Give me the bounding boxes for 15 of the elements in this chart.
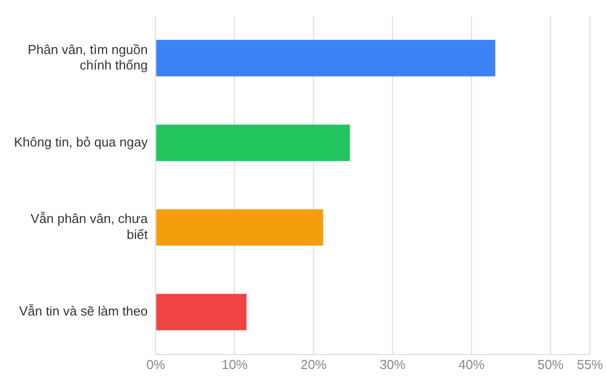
x-tick-label: 10%	[222, 356, 248, 372]
x-tick-label: 55%	[576, 356, 604, 372]
x-tick-label: 40%	[458, 356, 485, 372]
x-tick-label: 0%	[146, 356, 166, 372]
x-tick-label: 50%	[537, 356, 564, 372]
y-tick-label: Vẫn tin và sẽ làm theo	[19, 304, 148, 319]
y-tick-label: Vẫn phân vân, chưa biết	[30, 211, 148, 242]
y-tick-label: Không tin, bỏ qua ngay	[14, 134, 148, 150]
y-tick-label: Phân vân, tìm nguồn chính thống	[28, 42, 148, 73]
bar	[156, 40, 496, 76]
x-tick-label: 30%	[380, 356, 406, 372]
x-tick-label: 20%	[300, 356, 328, 372]
bar	[156, 209, 324, 246]
bar	[156, 294, 247, 330]
bar	[156, 124, 350, 161]
